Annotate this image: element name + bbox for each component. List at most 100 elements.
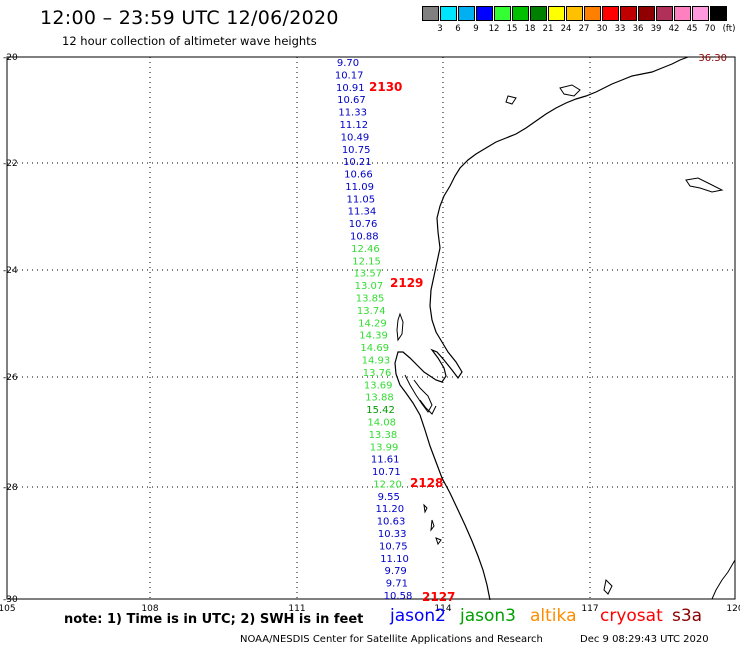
scale-label: 45 xyxy=(686,24,698,34)
scale-label: 27 xyxy=(578,24,590,34)
wave-height-value: 14.08 xyxy=(367,417,396,428)
wave-height-value: 11.09 xyxy=(345,182,374,193)
wave-height-value: 10.58 xyxy=(384,591,413,602)
track-time-label: 2127 xyxy=(422,590,455,604)
scale-swatch xyxy=(584,6,601,21)
scale-label: 30 xyxy=(596,24,608,34)
lat-label: -20 xyxy=(3,53,18,63)
satellite-s3a: s3a xyxy=(672,606,703,626)
wave-height-value: 13.74 xyxy=(357,306,386,317)
satellite-altika: altika xyxy=(530,606,577,626)
abrolhos-island xyxy=(430,519,435,532)
page-subtitle: 12 hour collection of altimeter wave hei… xyxy=(62,34,317,48)
lat-label: -24 xyxy=(3,266,18,276)
wave-height-value: 10.67 xyxy=(337,95,366,106)
wave-height-value: 10.75 xyxy=(379,541,408,552)
scale-swatch xyxy=(530,6,547,21)
lat-label: -22 xyxy=(3,159,18,169)
scale-swatch xyxy=(692,6,709,21)
scale-label: 33 xyxy=(614,24,626,34)
wave-height-value: 10.76 xyxy=(349,219,378,230)
dirk-hartog-island xyxy=(396,312,404,342)
wave-height-value: 10.33 xyxy=(378,529,407,540)
scale-swatch xyxy=(674,6,691,21)
coastline-southeast xyxy=(711,559,736,600)
scale-label: 36 xyxy=(632,24,644,34)
page-title: 12:00 – 23:59 UTC 12/06/2020 xyxy=(40,7,339,29)
scale-label: 15 xyxy=(506,24,518,34)
wave-height-value: 10.88 xyxy=(350,232,379,243)
lon-label: 117 xyxy=(581,604,598,614)
scale-label: 3 xyxy=(437,24,443,34)
wave-height-value: 13.76 xyxy=(363,368,392,379)
footer-note: note: 1) Time is in UTC; 2) SWH is in fe… xyxy=(64,612,364,627)
wave-height-value: 10.17 xyxy=(335,70,364,81)
scale-swatch xyxy=(620,6,637,21)
wave-height-value: 10.49 xyxy=(341,132,370,143)
scale-swatch xyxy=(476,6,493,21)
wave-height-value: 11.10 xyxy=(380,554,409,565)
scale-swatch xyxy=(566,6,583,21)
island-east xyxy=(685,177,724,193)
lon-label: 111 xyxy=(288,604,305,614)
wave-height-value: 10.91 xyxy=(336,83,365,94)
wave-height-value: 14.93 xyxy=(362,355,391,366)
shark-bay-coast xyxy=(404,374,433,413)
wave-height-value: 13.69 xyxy=(364,380,393,391)
wave-height-value: 10.66 xyxy=(344,170,373,181)
wave-height-value: 15.42 xyxy=(366,405,395,416)
abrolhos-island xyxy=(435,537,442,546)
wave-height-value: 13.88 xyxy=(365,393,394,404)
wave-height-value: 13.57 xyxy=(353,269,382,280)
lon-label: 105 xyxy=(0,604,16,614)
wave-height-value: 14.39 xyxy=(359,331,388,342)
wave-height-value: 11.61 xyxy=(371,455,400,466)
scale-swatch xyxy=(512,6,529,21)
wave-height-value: 13.07 xyxy=(355,281,384,292)
scale-unit: (ft) xyxy=(722,24,736,34)
track-time-label: 2128 xyxy=(410,476,443,490)
shark-bay-peninsula xyxy=(419,399,437,415)
wave-height-value: 9.70 xyxy=(337,58,359,69)
pilbara-island xyxy=(505,95,517,105)
scale-swatch xyxy=(710,6,727,21)
footer-timestamp: Dec 9 08:29:43 UTC 2020 xyxy=(580,634,709,645)
wave-height-value: 13.38 xyxy=(369,430,398,441)
track-time-label: 2129 xyxy=(390,276,423,290)
lat-label: -28 xyxy=(3,483,18,493)
small-island-southeast xyxy=(603,578,613,595)
scale-label: 18 xyxy=(524,24,536,34)
wave-height-value: 12.46 xyxy=(351,244,380,255)
corner-wave-value: 36.30 xyxy=(698,53,727,64)
pilbara-island xyxy=(559,84,581,97)
track-time-label: 2130 xyxy=(369,80,402,94)
satellite-jason3: jason3 xyxy=(460,606,516,626)
wave-height-value: 14.69 xyxy=(360,343,389,354)
wave-height-value: 11.33 xyxy=(338,108,367,119)
map-frame xyxy=(6,56,736,600)
wave-height-value: 10.71 xyxy=(372,467,401,478)
scale-label: 12 xyxy=(488,24,500,34)
lon-label: 120 xyxy=(726,604,740,614)
scale-label: 42 xyxy=(668,24,680,34)
scale-swatch xyxy=(494,6,511,21)
wave-height-value: 12.15 xyxy=(352,256,381,267)
lon-label: 114 xyxy=(434,604,451,614)
wave-height-value: 14.29 xyxy=(358,318,387,329)
lat-label: -26 xyxy=(3,373,18,383)
scale-swatch xyxy=(602,6,619,21)
wave-height-value: 11.12 xyxy=(339,120,368,131)
wave-height-value: 11.34 xyxy=(348,207,377,218)
scale-label: 70 xyxy=(704,24,716,34)
scale-swatch xyxy=(458,6,475,21)
wave-height-value: 11.05 xyxy=(346,194,375,205)
wave-height-value: 10.63 xyxy=(377,517,406,528)
lat-label: -30 xyxy=(3,595,18,605)
scale-swatch xyxy=(656,6,673,21)
coastline xyxy=(394,56,689,601)
scale-swatch xyxy=(548,6,565,21)
satellite-cryosat: cryosat xyxy=(600,606,663,626)
scale-label: 9 xyxy=(473,24,479,34)
wave-height-value: 10.75 xyxy=(342,145,371,156)
